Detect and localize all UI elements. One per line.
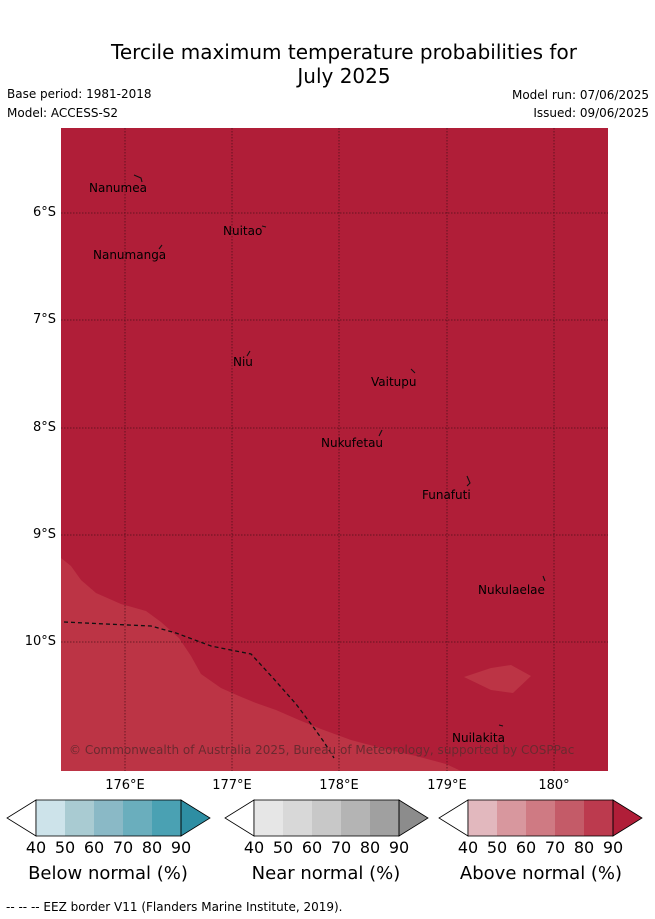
colorbar-outline bbox=[467, 799, 614, 837]
map-area[interactable]: Nanumea Nuitao Nanumanga Niu Vaitupu Nuk… bbox=[61, 128, 608, 771]
title-line-1: Tercile maximum temperature probabilitie… bbox=[111, 40, 577, 64]
colorbar-segment bbox=[341, 800, 370, 836]
tick-label: 60 bbox=[83, 838, 105, 857]
colorbar-over-arrow bbox=[180, 799, 211, 837]
lat-label-6s: 6°S bbox=[32, 205, 56, 220]
tick-label: 60 bbox=[515, 838, 537, 857]
tick-label: 80 bbox=[573, 838, 595, 857]
colorbar-under-arrow bbox=[438, 799, 469, 837]
colorbar-under-arrow bbox=[224, 799, 255, 837]
below-normal-label: Below normal (%) bbox=[28, 863, 188, 884]
colorbar-outline bbox=[35, 799, 182, 837]
colorbar-segment bbox=[283, 800, 312, 836]
below-normal-colorbar bbox=[6, 799, 211, 837]
graticule bbox=[61, 128, 608, 771]
eez-border-legend: -- -- -- EEZ border V11 (Flanders Marine… bbox=[6, 900, 343, 914]
near-normal-label: Near normal (%) bbox=[251, 863, 401, 884]
colorbar-segment bbox=[312, 800, 341, 836]
lon-label-176e: 176°E bbox=[105, 778, 145, 793]
place-vaitupu: Vaitupu bbox=[371, 375, 417, 389]
map-title: Tercile maximum temperature probabilitie… bbox=[0, 40, 655, 88]
colorbar-over-arrow bbox=[612, 799, 643, 837]
tick-label: 90 bbox=[388, 838, 410, 857]
place-funafuti: Funafuti bbox=[422, 488, 471, 502]
colorbar-segment bbox=[36, 800, 65, 836]
tick-label: 70 bbox=[112, 838, 134, 857]
model-run: Model run: 07/06/2025 bbox=[511, 88, 649, 102]
lat-label-8s: 8°S bbox=[32, 420, 56, 435]
tick-label: 50 bbox=[54, 838, 76, 857]
base-period: Base period: 1981-2018 bbox=[7, 87, 152, 101]
colorbar-over-arrow bbox=[398, 799, 429, 837]
tick-label: 60 bbox=[301, 838, 323, 857]
lon-label-177e: 177°E bbox=[212, 778, 252, 793]
tick-label: 70 bbox=[330, 838, 352, 857]
colorbar-segment bbox=[254, 800, 283, 836]
place-nanumanga: Nanumanga bbox=[93, 248, 167, 262]
map-canvas bbox=[61, 128, 608, 771]
tick-label: 90 bbox=[170, 838, 192, 857]
place-nukulaelae: Nukulaelae bbox=[478, 583, 545, 597]
place-nanumea: Nanumea bbox=[89, 181, 147, 195]
above-normal-label: Above normal (%) bbox=[459, 863, 623, 884]
colorbar-segment bbox=[584, 800, 613, 836]
lat-label-7s: 7°S bbox=[32, 312, 56, 327]
colorbar-segment bbox=[65, 800, 94, 836]
tick-label: 80 bbox=[359, 838, 381, 857]
colorbar-segment bbox=[370, 800, 399, 836]
lower-probability-region bbox=[61, 558, 461, 771]
islands bbox=[133, 174, 546, 727]
colorbar-segment bbox=[94, 800, 123, 836]
lat-label-10s: 10°S bbox=[24, 634, 56, 649]
tick-label: 50 bbox=[272, 838, 294, 857]
colorbar-segment bbox=[526, 800, 555, 836]
copyright-notice: © Commonwealth of Australia 2025, Bureau… bbox=[69, 743, 575, 757]
tick-label: 90 bbox=[602, 838, 624, 857]
tick-label: 40 bbox=[25, 838, 47, 857]
tick-label: 50 bbox=[486, 838, 508, 857]
eez-border bbox=[63, 621, 335, 759]
colorbar-segment bbox=[123, 800, 152, 836]
colorbar-outline bbox=[253, 799, 400, 837]
colorbar-segment bbox=[497, 800, 526, 836]
issued-date: Issued: 09/06/2025 bbox=[533, 106, 649, 120]
place-nuilakita: Nuilakita bbox=[452, 731, 505, 745]
place-nukufetau: Nukufetau bbox=[321, 436, 384, 450]
colorbar-segment bbox=[468, 800, 497, 836]
colorbar-segment bbox=[152, 800, 181, 836]
place-nuitao: Nuitao bbox=[223, 224, 263, 238]
near-normal-colorbar bbox=[224, 799, 429, 837]
lon-label-180: 180° bbox=[538, 778, 570, 793]
tick-label: 40 bbox=[457, 838, 479, 857]
colorbar-segment bbox=[555, 800, 584, 836]
tick-label: 70 bbox=[544, 838, 566, 857]
lon-label-179e: 179°E bbox=[427, 778, 467, 793]
lower-probability-patch bbox=[464, 665, 531, 693]
lat-label-9s: 9°S bbox=[32, 527, 56, 542]
colorbar-under-arrow bbox=[6, 799, 37, 837]
model-name: Model: ACCESS-S2 bbox=[7, 106, 119, 120]
tick-label: 80 bbox=[141, 838, 163, 857]
above-normal-colorbar bbox=[438, 799, 643, 837]
place-niu: Niu bbox=[233, 355, 253, 369]
title-line-2: July 2025 bbox=[297, 64, 391, 88]
tick-label: 40 bbox=[243, 838, 265, 857]
lon-label-178e: 178°E bbox=[319, 778, 359, 793]
